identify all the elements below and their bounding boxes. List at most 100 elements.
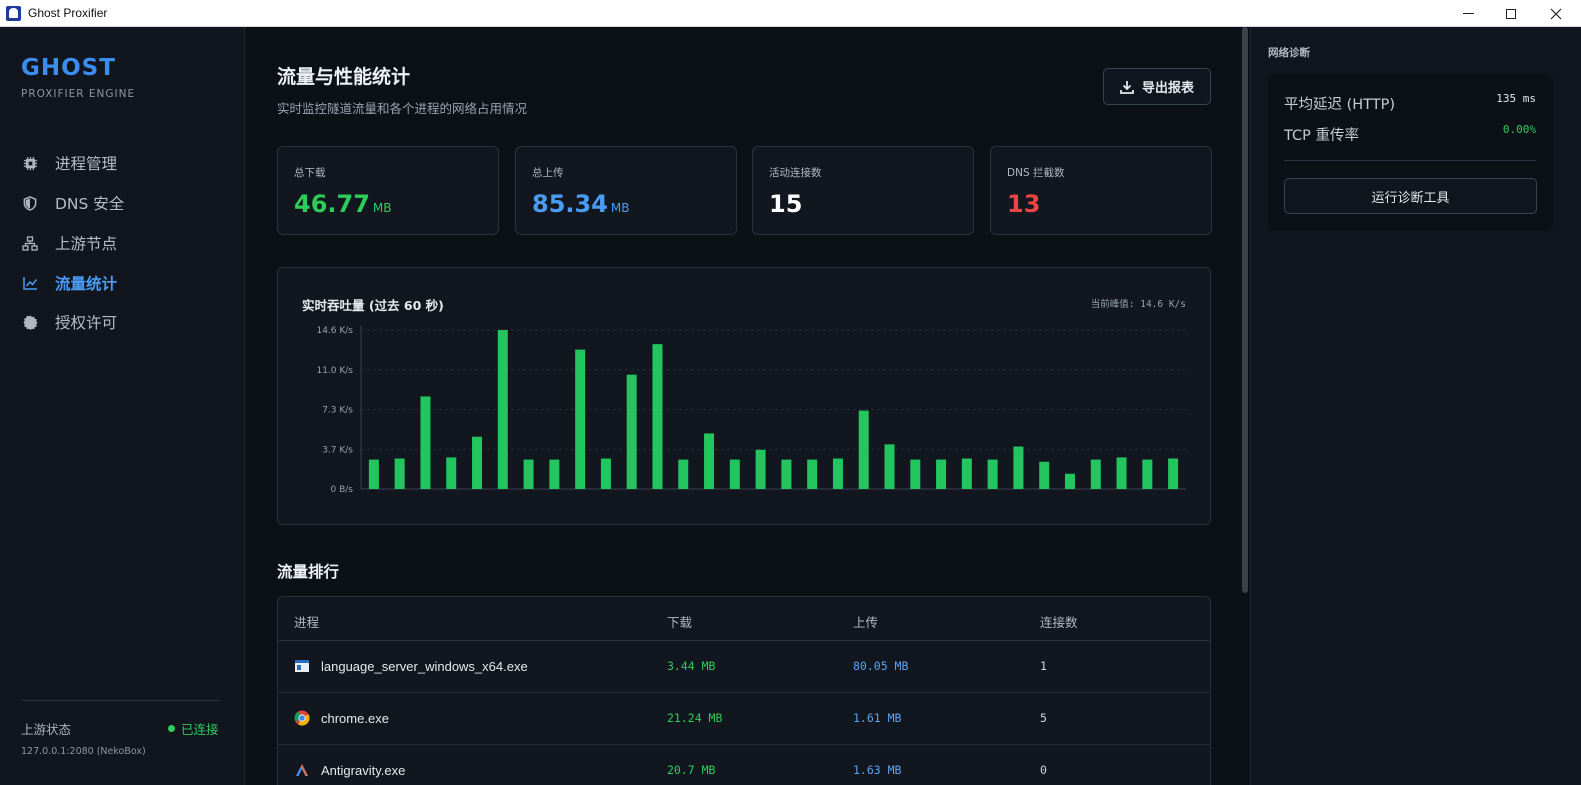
sidebar-item-upstream[interactable]: 上游节点	[22, 229, 222, 257]
sidebar-divider	[21, 700, 220, 701]
sidebar: GHOST PROXIFIER ENGINE 进程管理 DNS 安全 上游节点 …	[0, 27, 245, 785]
throughput-bar	[497, 330, 508, 489]
stat-unit: MB	[610, 201, 630, 215]
sidebar-item-label: DNS 安全	[55, 195, 125, 213]
stat-number: 85.34	[532, 190, 608, 218]
stat-unit: MB	[372, 201, 392, 215]
download-cell: 21.24 MB	[667, 711, 723, 725]
throughput-bar	[394, 458, 405, 489]
column-header-download[interactable]: 下载	[667, 615, 693, 630]
throughput-bar	[472, 436, 483, 489]
stat-label: 活动连接数	[769, 167, 822, 179]
sidebar-item-traffic[interactable]: 流量统计	[22, 269, 222, 297]
shield-icon	[22, 195, 38, 211]
upload-cell: 1.63 MB	[853, 763, 902, 777]
upstream-status-badge: 已连接	[168, 719, 219, 738]
throughput-bar	[626, 374, 637, 489]
retransmit-value: 0.00%	[1502, 123, 1536, 136]
throughput-bar	[729, 459, 740, 489]
latency-value: 135 ms	[1496, 92, 1536, 105]
sidebar-item-label: 进程管理	[55, 155, 118, 173]
close-button[interactable]	[1533, 0, 1579, 27]
chart-peak-value: 当前峰值: 14.6 K/s	[1090, 299, 1186, 310]
brand-subtitle: PROXIFIER ENGINE	[21, 88, 136, 100]
throughput-bar	[446, 457, 457, 489]
process-name-cell: language_server_windows_x64.exe	[294, 658, 528, 674]
throughput-bar	[884, 444, 895, 489]
minimize-button[interactable]	[1445, 0, 1491, 27]
brand-logo: GHOST	[21, 55, 116, 81]
throughput-bar	[1142, 459, 1153, 489]
upload-cell: 80.05 MB	[853, 659, 909, 673]
sidebar-item-label: 上游节点	[55, 235, 118, 253]
table-row[interactable]: language_server_windows_x64.exe 3.44 MB …	[278, 641, 1210, 693]
stat-label: DNS 拦截数	[1007, 167, 1065, 179]
stat-number: 15	[769, 190, 803, 218]
table-row[interactable]: Antigravity.exe 20.7 MB 1.63 MB 0	[278, 745, 1210, 785]
throughput-bar	[832, 458, 843, 489]
process-name: language_server_windows_x64.exe	[321, 658, 528, 674]
export-report-button[interactable]: 导出报表	[1103, 68, 1211, 105]
ranking-title: 流量排行	[277, 563, 340, 581]
throughput-chart: 0 B/s 3.7 K/s 7.3 K/s 11.0 K/s 14.6 K/s	[316, 326, 1186, 495]
window-title: Ghost Proxifier	[28, 6, 108, 20]
throughput-bar	[755, 449, 766, 489]
y-tick-label: 14.6 K/s	[316, 326, 353, 336]
sidebar-item-process[interactable]: 进程管理	[22, 149, 222, 177]
connections-cell: 1	[1040, 659, 1047, 673]
antigravity-icon	[296, 764, 308, 776]
throughput-bar	[600, 458, 611, 489]
column-header-process[interactable]: 进程	[294, 615, 320, 630]
upload-cell: 1.61 MB	[853, 711, 902, 725]
maximize-icon	[1506, 8, 1516, 19]
stat-value: 46.77 MB	[294, 190, 392, 218]
throughput-chart-card: 实时吞吐量 (过去 60 秒) 当前峰值: 14.6 K/s 0 B/s 3.7 …	[277, 267, 1211, 525]
throughput-bar	[704, 433, 715, 489]
throughput-bar	[961, 458, 972, 489]
y-tick-label: 0 B/s	[331, 485, 354, 495]
throughput-bar	[858, 410, 869, 489]
throughput-bar	[1116, 457, 1127, 489]
maximize-button[interactable]	[1488, 0, 1534, 27]
retransmit-label: TCP 重传率	[1284, 128, 1359, 144]
chart-line-icon	[22, 275, 38, 291]
status-dot-icon	[168, 725, 175, 732]
upstream-status-text: 已连接	[181, 722, 219, 737]
main-scrollbar[interactable]	[1240, 27, 1250, 785]
diagnostics-divider	[1284, 160, 1536, 161]
chart-title: 实时吞吐量 (过去 60 秒)	[302, 298, 444, 313]
throughput-bar	[807, 459, 818, 489]
throughput-bar	[368, 459, 379, 489]
diagnostics-panel: 网络诊断 平均延迟 (HTTP) 135 ms TCP 重传率 0.00% 运行…	[1250, 27, 1581, 785]
sidebar-item-dns[interactable]: DNS 安全	[22, 189, 222, 217]
scrollbar-thumb[interactable]	[1242, 27, 1248, 593]
app-window-icon	[295, 660, 309, 672]
page-subtitle: 实时监控隧道流量和各个进程的网络占用情况	[277, 101, 528, 116]
process-name-cell: Antigravity.exe	[294, 762, 405, 778]
download-cell: 20.7 MB	[667, 763, 716, 777]
column-header-upload[interactable]: 上传	[853, 615, 879, 630]
export-report-label: 导出报表	[1141, 81, 1194, 96]
table-row[interactable]: chrome.exe 21.24 MB 1.61 MB 5	[278, 693, 1210, 745]
diagnostics-card: 平均延迟 (HTTP) 135 ms TCP 重传率 0.00% 运行诊断工具	[1268, 74, 1553, 231]
chrome-icon	[294, 710, 310, 726]
run-diagnostics-button[interactable]: 运行诊断工具	[1284, 178, 1537, 214]
throughput-bar	[910, 459, 921, 489]
close-icon	[1550, 8, 1562, 19]
upstream-address: 127.0.0.1:2080 (NekoBox)	[21, 746, 146, 757]
cpu-icon	[22, 155, 38, 171]
download-icon	[1120, 80, 1134, 94]
y-tick-label: 7.3 K/s	[322, 406, 353, 416]
title-bar: Ghost Proxifier	[0, 0, 1581, 27]
stat-card-connections: 活动连接数 15	[752, 146, 974, 235]
column-header-connections[interactable]: 连接数	[1040, 615, 1078, 630]
throughput-bar	[420, 396, 431, 489]
throughput-bar	[1168, 458, 1179, 489]
stat-number: 13	[1007, 190, 1041, 218]
y-tick-label: 3.7 K/s	[322, 445, 353, 455]
connections-cell: 0	[1040, 763, 1047, 777]
network-icon	[22, 235, 38, 251]
throughput-bar	[523, 459, 534, 489]
sidebar-item-license[interactable]: 授权许可	[22, 308, 222, 336]
ghost-app-icon	[6, 5, 21, 21]
